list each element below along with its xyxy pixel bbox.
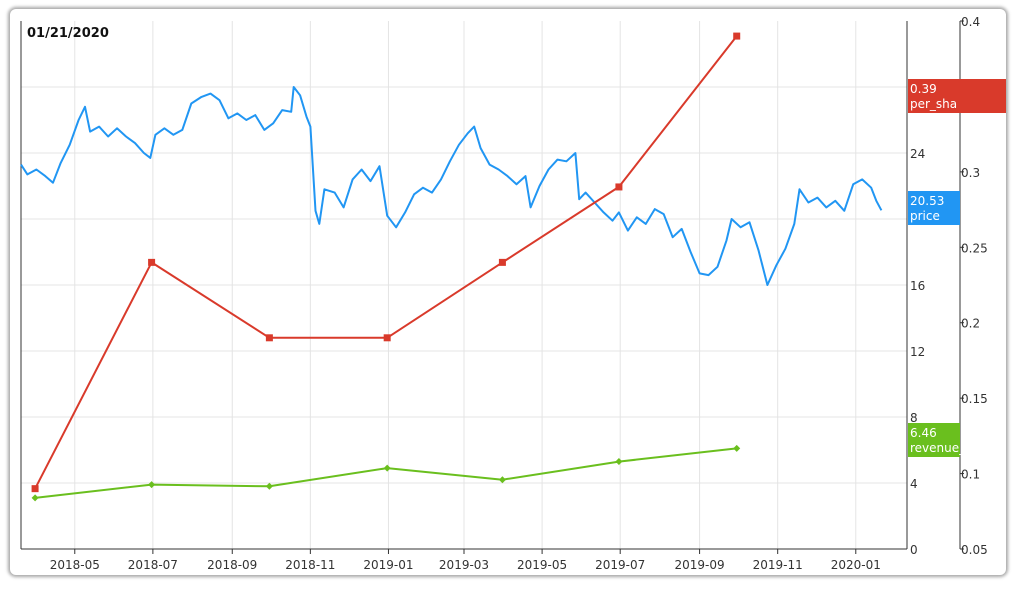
revenue-marker xyxy=(265,482,273,490)
x-tick-label: 2018-11 xyxy=(285,558,335,572)
right-tick-label: 0.15 xyxy=(961,392,988,406)
left-tick-label: 8 xyxy=(910,411,918,425)
left-tick-label: 16 xyxy=(910,279,925,293)
revenue-marker xyxy=(733,444,741,452)
revenue-marker xyxy=(498,476,506,484)
value-label-value: 6.46 xyxy=(910,426,937,440)
x-tick-label: 2019-09 xyxy=(675,558,725,572)
per-sha-marker xyxy=(148,258,156,266)
value-label-name: revenue_ xyxy=(910,441,966,455)
right-tick-label: 0.4 xyxy=(961,15,980,29)
right-tick-label: 0.25 xyxy=(961,241,988,255)
value-label-bg xyxy=(908,79,1006,113)
left-tick-label: 12 xyxy=(910,345,925,359)
series-line-per_sha xyxy=(34,35,738,490)
per-sha-marker xyxy=(733,32,741,40)
value-label-value: 0.39 xyxy=(910,82,937,96)
right-tick-label: 0.05 xyxy=(961,543,988,557)
value-label-name: per_sha xyxy=(910,97,957,111)
value-label-bg xyxy=(908,191,960,225)
revenue-marker xyxy=(615,458,623,466)
x-tick-label: 2018-09 xyxy=(207,558,257,572)
left-tick-label: 4 xyxy=(910,477,918,491)
axes: 2018-05 2018-07 2018-09 2018-11 2019-01 2019-… xyxy=(20,15,988,572)
series-line-revenue_ xyxy=(34,447,737,499)
per-sha-marker xyxy=(265,334,273,342)
value-label-value: 20.53 xyxy=(910,194,944,208)
x-tick-label: 2019-03 xyxy=(439,558,489,572)
x-tick-label: 2018-05 xyxy=(50,558,100,572)
per-sha-marker xyxy=(615,183,623,191)
value-label-bg xyxy=(908,423,960,457)
x-tick-label: 2019-01 xyxy=(363,558,413,572)
series-layer xyxy=(20,32,883,502)
x-tick-label: 2019-07 xyxy=(595,558,645,572)
chart-svg: 2018-05 2018-07 2018-09 2018-11 2019-01 2019-… xyxy=(20,15,1006,572)
right-tick-label: 0.3 xyxy=(961,166,980,180)
x-tick-label: 2018-07 xyxy=(128,558,178,572)
value-label-name: price xyxy=(910,209,940,223)
x-tick-label: 2020-01 xyxy=(831,558,881,572)
revenue-marker xyxy=(31,494,39,502)
right-tick-label: 0.2 xyxy=(961,317,980,331)
gridlines xyxy=(21,21,907,550)
per-sha-marker xyxy=(31,485,39,493)
left-tick-label: 24 xyxy=(910,147,925,161)
chart-frame: 2018-05 2018-07 2018-09 2018-11 2019-01 2019-… xyxy=(10,9,1006,575)
x-tick-label: 2019-05 xyxy=(517,558,567,572)
right-tick-label: 0.1 xyxy=(961,468,980,482)
revenue-marker xyxy=(383,464,391,472)
series-line-price xyxy=(20,86,883,286)
revenue-marker xyxy=(148,481,156,489)
date-label: 01/21/2020 xyxy=(27,26,109,41)
per-sha-marker xyxy=(498,258,506,266)
left-tick-label: 0 xyxy=(910,543,918,557)
x-tick-label: 2019-11 xyxy=(753,558,803,572)
per-sha-marker xyxy=(383,334,391,342)
